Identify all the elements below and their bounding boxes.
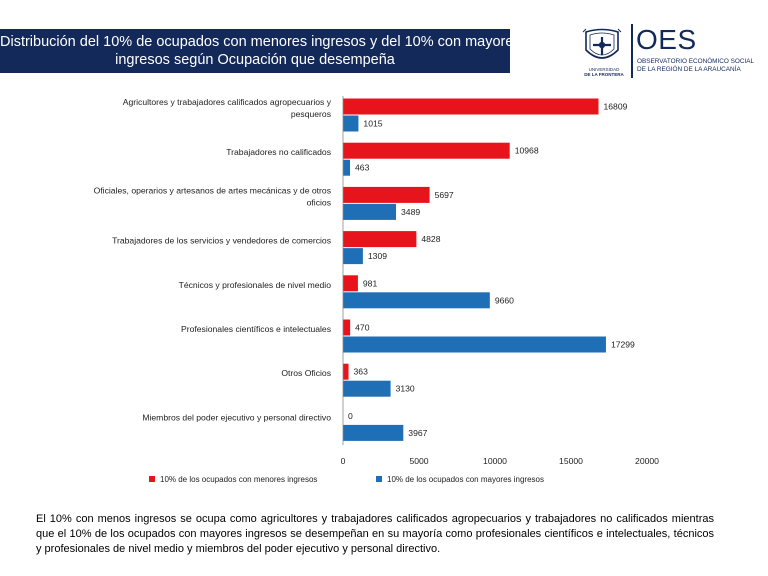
value-label-mayores: 463 — [355, 163, 370, 173]
chart-title-line-1: Distribución del 10% de ocupados con men… — [0, 34, 521, 50]
oes-wordmark: OES — [636, 24, 697, 55]
oes-logo: UNIVERSIDAD DE LA FRONTERA OES OBSERVATO… — [580, 24, 765, 84]
seal-caption-line-1: UNIVERSIDAD — [588, 67, 620, 72]
legend-swatch-menores — [149, 476, 155, 482]
category-label: pesqueros — [291, 109, 331, 119]
category-label: Profesionales científicos e intelectuale… — [181, 324, 331, 334]
bar-menores — [343, 186, 430, 203]
bar-mayores — [343, 424, 404, 441]
value-label-menores: 16809 — [603, 102, 627, 112]
value-labels: 16809 1015 10968 463 5697 3489 4828 1309 981 9660… — [348, 102, 635, 438]
category-label: Miembros del poder ejecutivo y personal … — [142, 412, 331, 422]
bar-mayores — [343, 292, 490, 309]
value-label-mayores: 3967 — [408, 428, 427, 438]
value-label-mayores: 3130 — [396, 384, 415, 394]
legend-item-mayores: 10% de los ocupados con mayores ingresos — [376, 475, 544, 484]
value-label-menores: 0 — [348, 411, 353, 421]
value-label-menores: 10968 — [515, 146, 539, 156]
category-label: Oficiales, operarios y artesanos de arte… — [94, 185, 331, 195]
category-label: Trabajadores de los servicios y vendedor… — [112, 236, 331, 246]
bar-mayores — [343, 248, 363, 265]
legend-swatch-mayores — [376, 476, 382, 482]
x-tick-label: 5000 — [409, 456, 428, 466]
university-seal-icon — [582, 28, 622, 59]
bar-mayores — [343, 203, 397, 220]
legend-label-menores: 10% de los ocupados con menores ingresos — [160, 475, 318, 484]
bar-menores — [343, 142, 510, 159]
value-label-mayores: 17299 — [611, 340, 635, 350]
bars — [343, 98, 606, 441]
bar-menores — [343, 363, 349, 380]
bar-mayores — [343, 380, 391, 397]
x-tick-label: 15000 — [559, 456, 583, 466]
category-label: Trabajadores no calificados — [226, 147, 331, 157]
bar-mayores — [343, 159, 351, 176]
bar-menores — [343, 275, 358, 292]
bar-menores — [343, 98, 599, 115]
x-tick-label: 10000 — [483, 456, 507, 466]
category-label: Técnicos y profesionales de nivel medio — [179, 280, 332, 290]
x-tick-label: 20000 — [635, 456, 659, 466]
x-tick-label: 0 — [341, 456, 346, 466]
summary-note: El 10% con menos ingresos se ocupa como … — [36, 513, 714, 555]
oes-subtitle-line-1: OBSERVATORIO ECONÓMICO SOCIAL — [637, 58, 755, 65]
value-label-menores: 4828 — [421, 234, 440, 244]
value-label-menores: 363 — [354, 367, 369, 377]
category-label: Otros Oficios — [281, 368, 331, 378]
bar-mayores — [343, 115, 359, 132]
bar-menores — [343, 231, 417, 248]
value-label-mayores: 9660 — [495, 295, 514, 305]
bar-mayores — [343, 336, 606, 353]
oes-subtitle-line-2: DE LA REGIÓN DE LA ARAUCANÍA — [637, 66, 741, 73]
value-label-mayores: 3489 — [401, 207, 420, 217]
seal-caption: UNIVERSIDAD DE LA FRONTERA — [576, 67, 632, 77]
value-label-menores: 5697 — [435, 190, 454, 200]
value-label-menores: 981 — [363, 278, 378, 288]
category-labels: Agricultores y trabajadores calificados … — [94, 97, 332, 422]
x-axis: 0 5000 10000 15000 20000 — [341, 96, 659, 466]
seal-caption-line-2: DE LA FRONTERA — [584, 72, 624, 77]
logo-divider — [631, 24, 633, 78]
chart-title-banner: Distribución del 10% de ocupados con men… — [0, 29, 521, 73]
value-label-mayores: 1015 — [363, 119, 382, 129]
legend-label-mayores: 10% de los ocupados con mayores ingresos — [387, 475, 544, 484]
bar-menores — [343, 319, 351, 336]
bar-chart: Agricultores y trabajadores calificados … — [94, 96, 659, 466]
oes-subtitle: OBSERVATORIO ECONÓMICO SOCIAL DE LA REGI… — [637, 58, 754, 74]
category-label: oficios — [307, 197, 331, 207]
legend-item-menores: 10% de los ocupados con menores ingresos — [149, 475, 317, 484]
value-label-mayores: 1309 — [368, 251, 387, 261]
category-label: Agricultores y trabajadores calificados … — [123, 97, 332, 107]
chart-title-line-2: ingresos según Ocupación que desempeña — [115, 52, 395, 68]
value-label-menores: 470 — [355, 323, 370, 333]
